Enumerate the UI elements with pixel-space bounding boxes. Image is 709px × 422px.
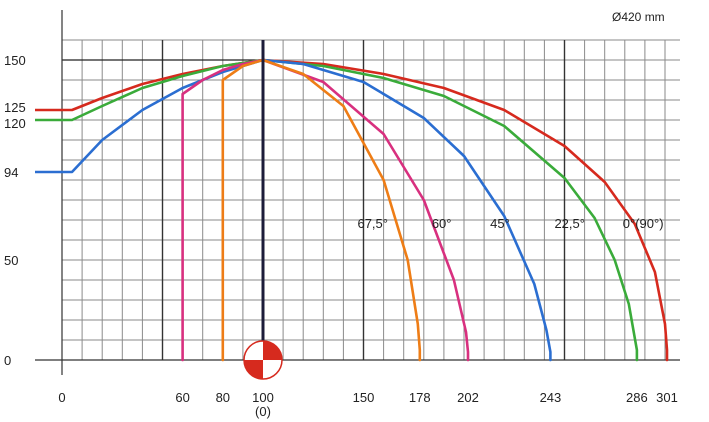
series-line — [60, 58, 669, 362]
series-label: 0°(90°) — [623, 216, 664, 231]
x-tick-label: 286 — [626, 390, 648, 405]
x-tick-label: 150 — [353, 390, 375, 405]
y-tick-label: 150 — [4, 53, 26, 68]
y-tick-label: 120 — [4, 116, 26, 131]
x-tick-label: 80 — [216, 390, 230, 405]
x-tick-label: 100 — [252, 390, 274, 405]
x-tick-sublabel: (0) — [255, 404, 271, 419]
x-tick-label: 243 — [540, 390, 562, 405]
center-marker — [243, 340, 283, 380]
x-tick-label: 301 — [656, 390, 678, 405]
y-tick-label: 50 — [4, 253, 18, 268]
marker-quadrant — [263, 341, 282, 360]
series-label: 45° — [490, 216, 510, 231]
x-tick-label: 178 — [409, 390, 431, 405]
series-line — [60, 58, 639, 362]
series-line — [60, 58, 552, 362]
grid — [61, 39, 680, 361]
series-line — [221, 58, 422, 362]
axes — [35, 10, 680, 375]
x-tick-label: 60 — [175, 390, 189, 405]
marker-quadrant — [244, 360, 263, 379]
series-line — [181, 58, 470, 362]
x-tick-label: 202 — [457, 390, 479, 405]
y-tick-label: 125 — [4, 100, 26, 115]
y-tick-label: 94 — [4, 165, 18, 180]
chart-title: Ø420 mm — [612, 10, 665, 24]
series-label: 22,5° — [554, 216, 585, 231]
series-label: 60° — [432, 216, 452, 231]
x-tick-label: 0 — [58, 390, 65, 405]
y-tick-label: 0 — [4, 353, 11, 368]
series-layer — [35, 40, 669, 380]
series-label: 67,5° — [357, 216, 388, 231]
tick-labels: 0 60 80 100 150 178 202 243 286 301 (0) 0 50 94 120125… — [4, 53, 678, 419]
series-labels: 67,5° 60° 45° 22,5° 0°(90°) — [357, 216, 663, 231]
